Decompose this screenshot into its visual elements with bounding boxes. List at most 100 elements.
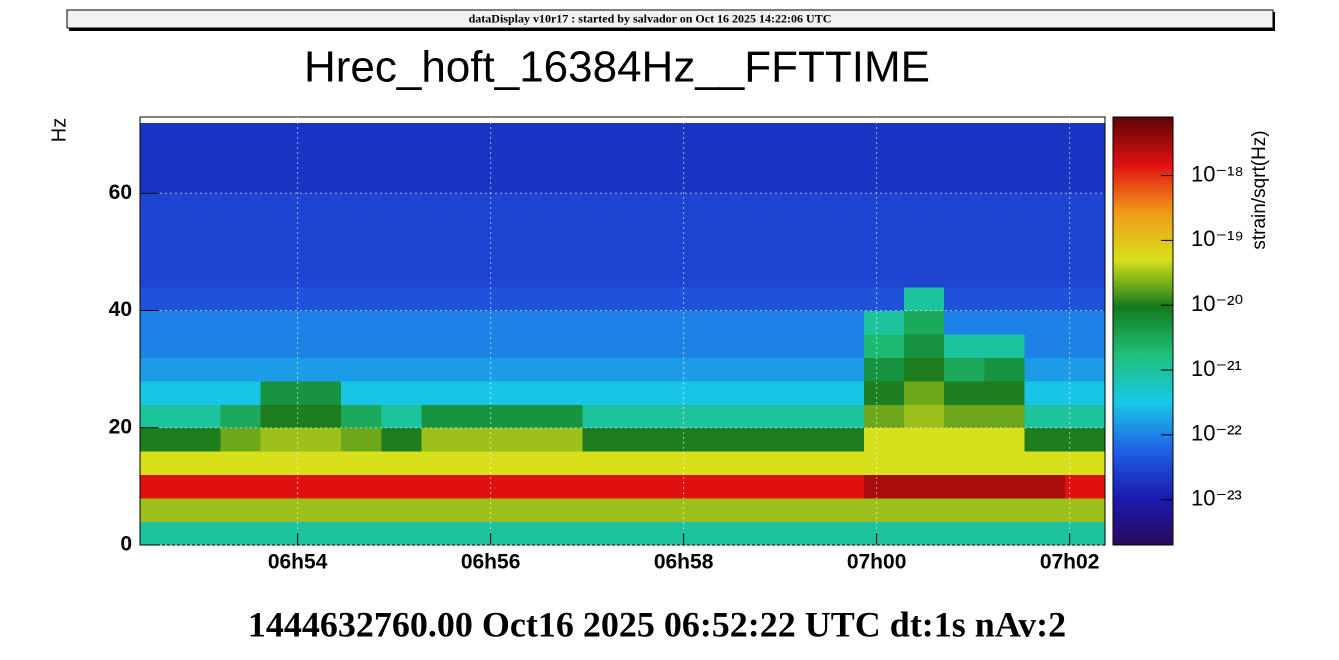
heatmap-cell: [662, 451, 704, 476]
heatmap-cell: [984, 263, 1026, 288]
heatmap-cell: [622, 263, 664, 288]
heatmap-cell: [1064, 287, 1106, 311]
heatmap-cell: [743, 240, 784, 265]
heatmap-cell: [622, 122, 664, 147]
heatmap-cell: [1064, 404, 1106, 429]
heatmap-cell: [501, 287, 543, 311]
heatmap-cell: [863, 263, 905, 288]
heatmap-cell: [1064, 146, 1106, 171]
heatmap-cell: [783, 474, 825, 499]
heatmap-cell: [140, 193, 181, 218]
colorbar-tick-label: 10⁻¹⁸: [1191, 161, 1244, 186]
heatmap-cell: [180, 122, 221, 147]
heatmap-cell: [220, 357, 262, 382]
heatmap-cell: [300, 122, 342, 147]
heatmap-cell: [743, 380, 784, 405]
heatmap-cell: [622, 404, 664, 429]
heatmap-cell: [180, 216, 221, 241]
heatmap-cell: [863, 169, 905, 194]
heatmap-cell: [743, 474, 784, 499]
heatmap-cell: [1024, 357, 1066, 382]
heatmap-cell: [542, 474, 583, 499]
heatmap-cell: [1064, 357, 1106, 382]
heatmap-cell: [863, 146, 905, 171]
heatmap-cell: [743, 521, 784, 546]
x-tick-label: 07h02: [1040, 551, 1100, 574]
heatmap-cell: [823, 193, 865, 218]
heatmap-cell: [461, 263, 503, 288]
heatmap-cell: [341, 357, 382, 382]
y-tick-label: 0: [120, 533, 132, 556]
heatmap-cell: [381, 521, 422, 546]
heatmap-cell: [341, 122, 382, 147]
heatmap-cell: [622, 451, 664, 476]
heatmap-cell: [260, 146, 302, 171]
heatmap-cell: [501, 263, 543, 288]
heatmap-cell: [823, 380, 865, 405]
heatmap-cell: [582, 404, 623, 429]
heatmap-cell: [944, 240, 985, 265]
heatmap-cell: [582, 122, 623, 147]
heatmap-cell: [622, 427, 664, 452]
heatmap-cell: [341, 521, 382, 546]
heatmap-cell: [260, 240, 302, 265]
heatmap-cell: [582, 333, 623, 358]
heatmap-cell: [622, 310, 664, 335]
heatmap-cell: [1064, 380, 1106, 405]
heatmap-cell: [421, 193, 463, 218]
heatmap-cell: [300, 240, 342, 265]
heatmap-cell: [743, 193, 784, 218]
heatmap-cell: [1024, 310, 1066, 335]
heatmap-cell: [381, 357, 422, 382]
heatmap-cell: [863, 427, 905, 452]
heatmap-cell: [421, 498, 463, 523]
heatmap-cell: [662, 310, 704, 335]
y-axis-label: Hz: [48, 118, 70, 142]
heatmap-cell: [702, 146, 744, 171]
heatmap-cell: [220, 451, 262, 476]
heatmap-cell: [984, 146, 1026, 171]
heatmap-cell: [220, 380, 262, 405]
heatmap-cell: [220, 427, 262, 452]
heatmap-cell: [542, 146, 583, 171]
heatmap-cell: [622, 216, 664, 241]
heatmap-cell: [944, 193, 985, 218]
heatmap-cell: [863, 216, 905, 241]
heatmap-cell: [823, 169, 865, 194]
heatmap-cell: [180, 380, 221, 405]
heatmap-cell: [582, 357, 623, 382]
heatmap-cell: [421, 427, 463, 452]
heatmap-cell: [783, 310, 825, 335]
heatmap-cell: [903, 474, 945, 499]
heatmap-cell: [1064, 451, 1106, 476]
heatmap-cell: [622, 333, 664, 358]
heatmap-cell: [421, 357, 463, 382]
heatmap-cell: [582, 193, 623, 218]
heatmap-cell: [903, 404, 945, 429]
heatmap-cell: [622, 240, 664, 265]
heatmap-cell: [984, 521, 1026, 546]
heatmap-cell: [341, 287, 382, 311]
heatmap-cell: [582, 310, 623, 335]
heatmap-cell: [702, 122, 744, 147]
heatmap-cell: [863, 498, 905, 523]
heatmap-cell: [1024, 427, 1066, 452]
heatmap-cell: [461, 380, 503, 405]
heatmap-cell: [220, 287, 262, 311]
heatmap-cell: [421, 240, 463, 265]
heatmap-cell: [944, 498, 985, 523]
heatmap-cell: [662, 498, 704, 523]
heatmap-cell: [783, 498, 825, 523]
heatmap-cell: [501, 427, 543, 452]
colorbar-label: strain/sqrt(Hz): [1249, 130, 1270, 249]
heatmap-cell: [341, 427, 382, 452]
heatmap-cell: [260, 169, 302, 194]
heatmap-cell: [622, 287, 664, 311]
heatmap-cell: [421, 287, 463, 311]
heatmap-cell: [863, 310, 905, 335]
heatmap-cell: [1064, 263, 1106, 288]
heatmap-cell: [300, 521, 342, 546]
heatmap-cell: [220, 169, 262, 194]
heatmap-cell: [823, 333, 865, 358]
